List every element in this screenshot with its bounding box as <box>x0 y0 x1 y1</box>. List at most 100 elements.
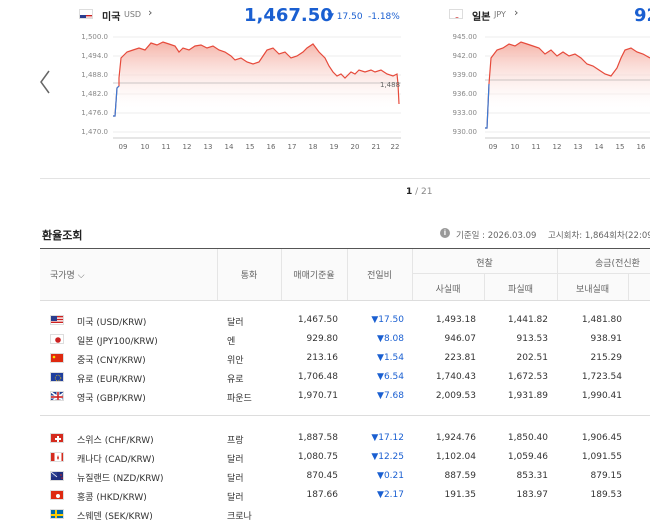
eu-flag-icon <box>50 372 64 382</box>
jp-chart-name[interactable]: 일본 <box>472 12 491 23</box>
header-cash-sell: 파실때 <box>508 285 533 295</box>
us-ytick: 1,494.0 <box>81 52 108 60</box>
row-country[interactable]: 캐나다 (CAD/KRW) <box>77 455 155 465</box>
table-row[interactable]: 일본 (JPY100/KRW) 엔 929.80 ▼8.08 946.07 91… <box>40 329 650 348</box>
table-row[interactable]: 홍콩 (HKD/KRW) 달러 187.66 ▼2.17 191.35 183.… <box>40 485 650 504</box>
pager-current: 1 <box>406 187 413 197</box>
jp-ytick: 930.00 <box>453 128 478 136</box>
row-change: ▼7.68 <box>377 391 404 401</box>
header-country[interactable]: 국가명 ⌵ <box>50 268 85 281</box>
row-remit-send: 1,990.41 <box>581 391 622 401</box>
row-country[interactable]: 스웨덴 (SEK/KRW) <box>77 512 153 522</box>
us-xtick: 17 <box>288 143 297 151</box>
us-xtick: 19 <box>330 143 339 151</box>
row-remit-send: 1,091.55 <box>581 452 622 462</box>
us-ytick: 1,482.0 <box>81 90 108 98</box>
col-sep <box>628 274 629 300</box>
jp-ytick: 942.00 <box>453 52 478 60</box>
us-xtick: 22 <box>391 143 400 151</box>
jp-exchange-chart[interactable]: 945.00 942.00 939.00 936.00 933.00 930.0… <box>445 28 650 158</box>
table-row[interactable]: 뉴질랜드 (NZD/KRW) 달러 870.45 ▼0.21 887.59 85… <box>40 466 650 485</box>
jp-xtick: 13 <box>574 143 583 151</box>
row-cash-buy: 2,009.53 <box>435 391 476 401</box>
jp-xtick: 12 <box>553 143 562 151</box>
us-change: ▼ 17.50 <box>327 12 363 22</box>
header-subdivider <box>412 273 650 274</box>
row-cash-sell: 913.53 <box>516 334 549 344</box>
us-chevron-icon[interactable]: › <box>148 6 153 19</box>
row-cash-buy: 191.35 <box>444 490 477 500</box>
row-currency: 달러 <box>227 493 244 503</box>
jp-chart-code: JPY <box>494 10 506 19</box>
row-currency: 달러 <box>227 455 244 465</box>
row-currency: 달러 <box>227 474 244 484</box>
ca-flag-icon <box>50 452 64 462</box>
carousel-pager: 1 / 21 <box>406 187 433 197</box>
row-cash-sell: 183.97 <box>516 490 549 500</box>
row-currency: 달러 <box>227 318 244 328</box>
jp-price: 92 <box>634 5 650 26</box>
row-currency: 프랑 <box>227 436 244 446</box>
row-country[interactable]: 유로 (EUR/KRW) <box>77 375 146 385</box>
us-price: 1,467.50 <box>244 5 333 26</box>
row-base: 1,887.58 <box>297 433 338 443</box>
us-exchange-chart[interactable]: 1,500.0 1,494.0 1,488.0 1,482.0 1,476.0 … <box>75 28 405 158</box>
header-base: 매매기준율 <box>293 271 335 281</box>
row-country[interactable]: 뉴질랜드 (NZD/KRW) <box>77 474 164 484</box>
table-row[interactable]: 스위스 (CHF/KRW) 프랑 1,887.58 ▼17.12 1,924.7… <box>40 428 650 447</box>
us-xtick: 12 <box>183 143 192 151</box>
row-change: ▼6.54 <box>377 372 404 382</box>
table-row[interactable]: 유로 (EUR/KRW) 유로 1,706.48 ▼6.54 1,740.43 … <box>40 367 650 386</box>
row-country[interactable]: 홍콩 (HKD/KRW) <box>77 493 147 503</box>
row-country[interactable]: 일본 (JPY100/KRW) <box>77 337 158 347</box>
us-xtick: 14 <box>225 143 234 151</box>
row-change: ▼0.21 <box>377 471 404 481</box>
row-currency: 크로나 <box>227 512 252 522</box>
table-header-bottom <box>40 300 650 301</box>
row-cash-buy: 946.07 <box>444 334 477 344</box>
us-xtick: 16 <box>267 143 276 151</box>
table-row[interactable]: 중국 (CNY/KRW) 위안 213.16 ▼1.54 223.81 202.… <box>40 348 650 367</box>
us-xtick: 10 <box>141 143 150 151</box>
gb-flag-icon <box>50 391 64 401</box>
jp-xtick: 16 <box>637 143 646 151</box>
se-flag-icon <box>50 509 64 519</box>
jp-chevron-icon[interactable]: › <box>514 6 519 19</box>
row-currency: 위안 <box>227 356 244 366</box>
us-xtick: 18 <box>309 143 318 151</box>
us-ytick: 1,488.0 <box>81 71 108 79</box>
row-base: 1,080.75 <box>297 452 338 462</box>
us-xtick: 09 <box>119 143 128 151</box>
us-xtick: 20 <box>351 143 360 151</box>
row-base: 929.80 <box>306 334 339 344</box>
notice-round: 고시회차: 1,864회차(22:09 <box>548 231 650 241</box>
col-sep <box>217 249 218 300</box>
col-sep <box>281 249 282 300</box>
row-currency: 엔 <box>227 337 236 347</box>
section-title: 환율조회 <box>42 229 83 242</box>
header-currency: 통화 <box>240 271 258 281</box>
us-flag-icon <box>50 315 64 325</box>
row-country[interactable]: 미국 (USD/KRW) <box>77 318 147 328</box>
us-last-label: 1,488 <box>380 81 400 89</box>
us-chart-name[interactable]: 미국 <box>102 12 121 23</box>
table-row[interactable]: 미국 (USD/KRW) 달러 1,467.50 ▼17.50 1,493.18… <box>40 310 650 329</box>
row-country[interactable]: 중국 (CNY/KRW) <box>77 356 146 366</box>
col-sep <box>347 249 348 300</box>
carousel-divider <box>40 178 650 179</box>
col-sep <box>484 274 485 300</box>
us-xtick: 15 <box>246 143 255 151</box>
table-row[interactable]: 영국 (GBP/KRW) 파운드 1,970.71 ▼7.68 2,009.53… <box>40 386 650 405</box>
row-remit-send: 938.91 <box>590 334 623 344</box>
info-icon[interactable]: i <box>440 228 450 238</box>
header-country-label: 국가명 <box>50 271 75 281</box>
row-change: ▼2.17 <box>377 490 404 500</box>
prev-arrow-icon[interactable] <box>38 68 52 96</box>
table-row[interactable]: 캐나다 (CAD/KRW) 달러 1,080.75 ▼12.25 1,102.0… <box>40 447 650 466</box>
row-country[interactable]: 영국 (GBP/KRW) <box>77 394 146 404</box>
row-cash-buy: 887.59 <box>444 471 477 481</box>
row-remit-send: 1,906.45 <box>581 433 622 443</box>
row-country[interactable]: 스위스 (CHF/KRW) <box>77 436 154 446</box>
row-base: 1,706.48 <box>297 372 338 382</box>
jp-ytick: 939.00 <box>453 71 478 79</box>
